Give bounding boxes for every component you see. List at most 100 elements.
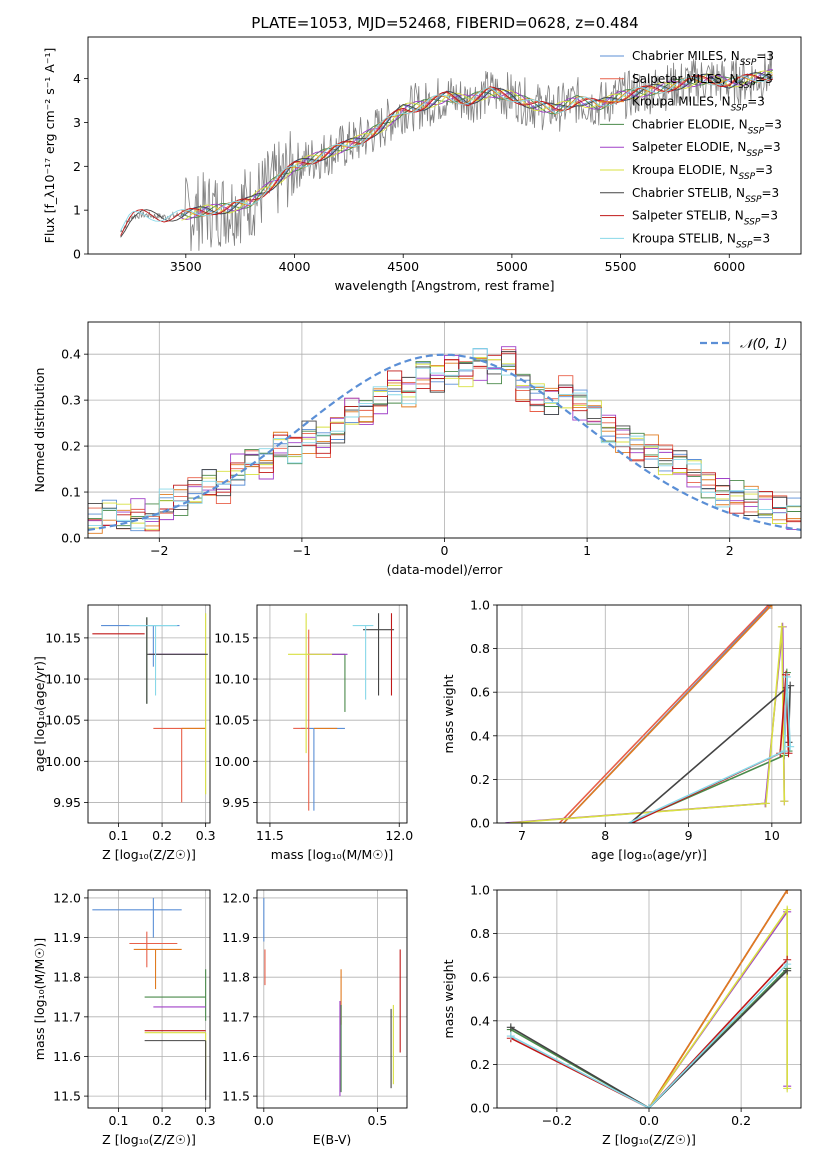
x-axis-label: Z [log₁₀(Z/Z☉)] <box>102 847 196 862</box>
panel-age_vs_Z: 0.1 0.2 0.3 9.95 10.00 10.05 10.10 10.15 Z [log₁… <box>32 604 216 862</box>
legend-entry-5: Kroupa ELODIE, NSSP=3 <box>632 163 773 182</box>
legend-entry-4: Salpeter ELODIE, NSSP=3 <box>632 140 781 159</box>
weight-line-5 <box>648 907 789 1108</box>
legend-suffix: =3 <box>760 209 778 223</box>
axes-frame <box>87 604 211 824</box>
weight-line-3 <box>510 967 788 1108</box>
weight-line-6 <box>510 970 788 1108</box>
weight-marker <box>786 742 795 751</box>
plot-area <box>92 897 207 1101</box>
axes-frame <box>256 889 408 1109</box>
x-tick-label: 4500 <box>387 259 419 274</box>
legend-subscript: SSP <box>744 218 761 228</box>
y-tick-label: 10.00 <box>45 754 81 769</box>
x-tick-label: 0.5 <box>368 1113 388 1128</box>
y-axis-label: mass weight <box>441 674 456 753</box>
legend-subscript: SSP <box>739 172 756 182</box>
y-tick-label: 0.0 <box>470 816 490 831</box>
hist-8 <box>88 347 801 529</box>
y-tick-label: 0.8 <box>470 926 490 941</box>
y-tick-label: 11.9 <box>53 930 81 945</box>
x-tick-label: 8 <box>601 828 609 843</box>
panel-age_vs_mass: 11.5 12.0 9.95 10.00 10.05 10.10 10.15 mass [lo… <box>214 604 413 862</box>
weight-marker <box>783 960 792 969</box>
y-tick-label: 0.3 <box>61 393 81 408</box>
y-tick-label: 11.7 <box>222 1009 250 1024</box>
y-tick-label: 11.5 <box>222 1089 250 1104</box>
y-tick-label: 9.95 <box>222 795 250 810</box>
x-axis-label: wavelength [Angstrom, rest frame] <box>334 278 554 293</box>
panel-mass_weight_vs_age: 7 8 9 10 0.0 0.2 0.4 0.6 0.8 1.0 age [log₁₀(age/yr… <box>441 598 802 862</box>
axes-frame <box>87 889 211 1109</box>
axes-frame <box>87 36 802 255</box>
legend-subscript: SSP <box>746 149 763 159</box>
y-tick-label: 0.2 <box>61 439 81 454</box>
y-tick-label: 1.0 <box>470 883 490 898</box>
hist-6 <box>88 350 801 529</box>
weight-marker <box>780 747 789 756</box>
x-axis-label: mass [log₁₀(M/M☉)] <box>271 847 393 862</box>
y-tick-label: 3 <box>73 115 81 130</box>
x-tick-label: 0.2 <box>731 1113 751 1128</box>
y-tick-label: 10.05 <box>214 713 250 728</box>
axes-frame <box>87 321 802 539</box>
weight-marker <box>783 905 792 914</box>
model-line-1 <box>181 74 773 216</box>
y-tick-label: 0.0 <box>470 1101 490 1116</box>
weight-marker <box>777 622 786 631</box>
y-tick-label: 4 <box>73 71 81 86</box>
legend-suffix: =3 <box>752 231 770 245</box>
legend-subscript: SSP <box>736 240 753 250</box>
legend-suffix: =3 <box>747 95 765 109</box>
x-tick-label: 3500 <box>170 259 202 274</box>
plot-area <box>505 605 795 823</box>
x-tick-label: 0.1 <box>109 1113 129 1128</box>
model-line-7 <box>120 73 773 236</box>
y-axis-label: age [log₁₀(age/yr)] <box>32 656 47 772</box>
y-axis-label: Normed distribution <box>32 368 47 493</box>
x-tick-label: 0.3 <box>196 1113 216 1128</box>
y-axis-label: mass [log₁₀(M/M☉)] <box>32 938 47 1060</box>
legend-subscript: SSP <box>748 126 765 136</box>
y-tick-label: 1 <box>73 203 81 218</box>
y-tick-label: 0.6 <box>470 685 490 700</box>
x-tick-label: 0.2 <box>152 828 172 843</box>
weight-line-2 <box>563 605 773 823</box>
x-tick-label: 7 <box>518 828 526 843</box>
x-tick-label: 4000 <box>279 259 311 274</box>
legend-entry-3: Chabrier ELODIE, NSSP=3 <box>632 117 782 136</box>
y-tick-label: 11.8 <box>222 970 250 985</box>
x-tick-label: 0.1 <box>109 828 129 843</box>
legend-suffix: =3 <box>764 117 782 131</box>
y-tick-label: 0.1 <box>61 485 81 500</box>
model-line-3 <box>181 69 773 219</box>
y-tick-label: 0.8 <box>470 641 490 656</box>
y-axis-label: mass weight <box>441 959 456 1038</box>
y-tick-label: 0.6 <box>470 970 490 985</box>
y-tick-label: 10.10 <box>214 672 250 687</box>
axes-frame <box>256 604 408 824</box>
x-tick-label: 5000 <box>496 259 528 274</box>
x-tick-label: 10 <box>764 828 780 843</box>
legend-subscript: SSP <box>740 58 757 68</box>
weight-line-8 <box>628 676 791 823</box>
weight-marker <box>783 890 792 894</box>
y-tick-label: 10.10 <box>45 672 81 687</box>
panel-residuals: −2 −1 0 1 2 0.0 0.1 0.2 0.3 0.4 (data-model)/error… <box>32 321 802 577</box>
y-tick-label: 10.00 <box>214 754 250 769</box>
x-tick-label: 12.0 <box>385 828 413 843</box>
plot-area <box>120 51 774 252</box>
plot-area <box>88 346 801 534</box>
legend-suffix: =3 <box>763 140 781 154</box>
panel-spectrum: 3500 4000 4500 5000 5500 6000 0 1 2 3 4 wavelength … <box>42 36 802 293</box>
y-axis-label: Flux [f_λ10⁻¹⁷ erg cm⁻² s⁻¹ A⁻¹] <box>42 48 57 244</box>
legend-entry-0: Chabrier MILES, NSSP=3 <box>632 49 774 68</box>
weight-line-8 <box>510 963 788 1108</box>
model-line-8 <box>120 75 773 232</box>
plot-area <box>92 613 208 803</box>
y-tick-label: 0.4 <box>61 347 81 362</box>
weight-marker <box>784 749 793 758</box>
hist-7 <box>88 352 801 532</box>
weight-line-2 <box>648 890 788 1108</box>
